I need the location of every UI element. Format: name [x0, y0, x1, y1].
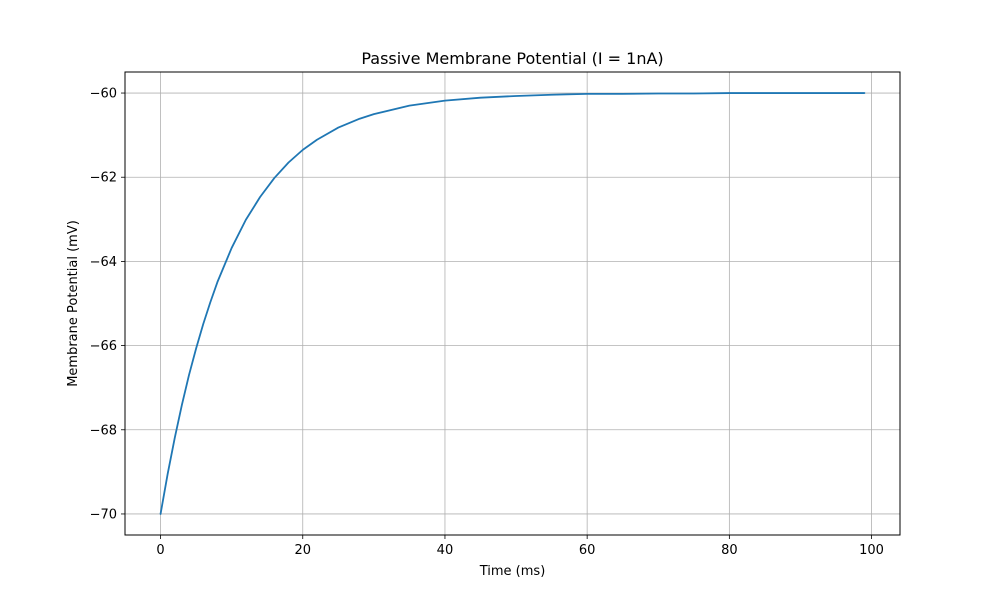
x-tick-label: 20 — [294, 543, 311, 558]
y-axis-label: Membrane Potential (mV) — [66, 220, 81, 387]
y-tick-label: −62 — [90, 171, 117, 186]
y-tick-label: −66 — [90, 339, 117, 354]
y-tick-label: −70 — [90, 507, 117, 522]
y-tick-label: −68 — [90, 423, 117, 438]
plot-frame — [124, 71, 901, 536]
x-axis-label: Time (ms) — [479, 564, 546, 579]
tick-layer: 0 20 40 60 80 100 −70 −68 −66 −64 −62 −60 — [90, 87, 884, 558]
series-line — [159, 92, 866, 515]
grid-layer — [125, 72, 900, 535]
y-tick-label: −60 — [90, 87, 117, 102]
x-tick-label: 100 — [859, 543, 884, 558]
chart-title: Passive Membrane Potential (I = 1nA) — [361, 49, 663, 68]
x-tick-label: 60 — [579, 543, 596, 558]
x-tick-label: 0 — [156, 543, 164, 558]
series-layer — [159, 92, 866, 515]
x-tick-label: 40 — [437, 543, 454, 558]
x-tick-label: 80 — [721, 543, 738, 558]
y-tick-label: −64 — [90, 255, 117, 270]
